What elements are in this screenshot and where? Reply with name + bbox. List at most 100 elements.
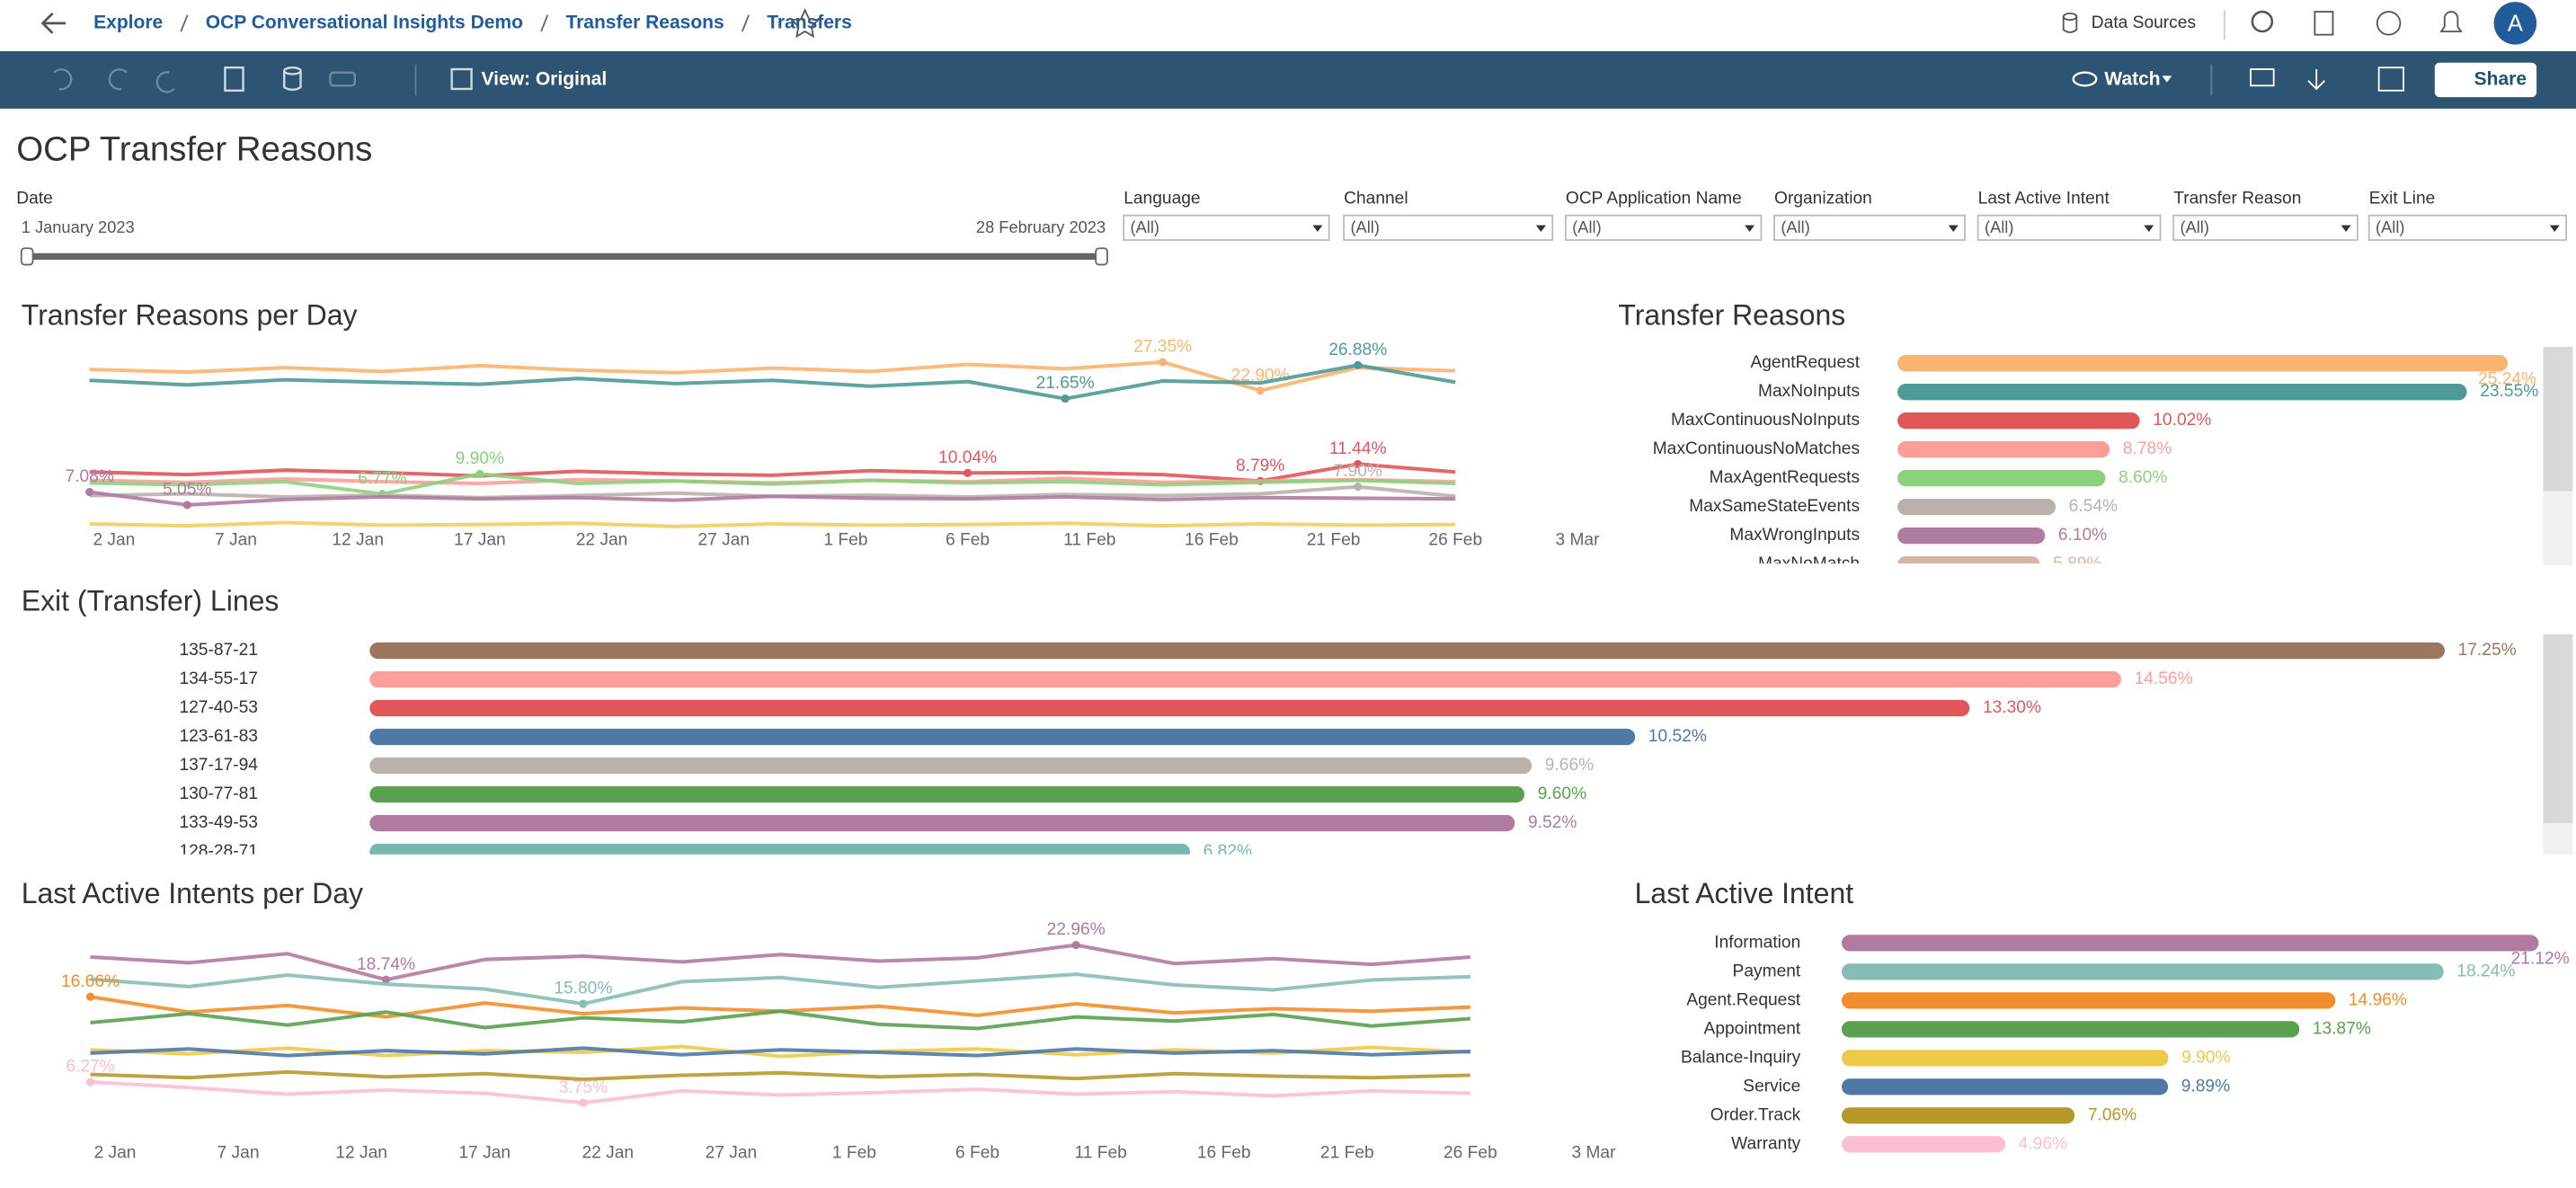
bar[interactable] xyxy=(1897,355,2509,372)
bar[interactable] xyxy=(1841,1050,2169,1067)
x-tick-label: 22 Jan xyxy=(582,1143,634,1162)
bar[interactable] xyxy=(1841,1021,2300,1038)
data-point xyxy=(475,469,484,478)
header-bar xyxy=(0,0,2576,51)
scrollbar-thumb[interactable] xyxy=(2543,634,2573,823)
chart-title: Transfer Reasons xyxy=(1618,298,1845,331)
bar[interactable] xyxy=(1897,527,2046,545)
filter-dropdown[interactable] xyxy=(1343,214,1554,242)
fullscreen-icon[interactable] xyxy=(2377,66,2404,92)
data-label: 21.12% xyxy=(2511,950,2570,969)
charts: Transfer Reasons per Day 2 Jan 7 Jan 12 Jan… xyxy=(22,298,2570,1162)
data-label: 6.10% xyxy=(2058,526,2107,545)
x-tick-label: 17 Jan xyxy=(458,1143,511,1162)
filter-value: (All) xyxy=(1781,217,1809,236)
comments-icon[interactable] xyxy=(2250,68,2275,87)
data-label: 6.82% xyxy=(1204,842,1252,861)
favorite-star[interactable] xyxy=(789,8,821,39)
scrollbar-thumb[interactable] xyxy=(2543,346,2573,492)
bar[interactable] xyxy=(369,728,1636,746)
bar[interactable] xyxy=(1841,1078,2169,1095)
bar-panel: AgentRequest 25.24% MaxNoInputs 23.55% MaxCo… xyxy=(1653,353,2538,572)
data-point xyxy=(85,1077,95,1086)
view-button[interactable]: View: Original xyxy=(482,68,608,89)
data-point xyxy=(85,487,94,497)
filter-dropdown[interactable] xyxy=(2172,214,2358,242)
bar[interactable] xyxy=(1841,1136,2006,1153)
data-label: 18.24% xyxy=(2456,962,2515,980)
bar[interactable] xyxy=(369,757,1532,775)
bar[interactable] xyxy=(369,670,2121,688)
dropdown-caret xyxy=(2549,225,2560,232)
filter-dropdown[interactable] xyxy=(1773,214,1966,242)
filter-dropdown[interactable] xyxy=(1123,214,1330,242)
x-tick-label: 26 Feb xyxy=(1443,1143,1497,1162)
bar[interactable] xyxy=(1897,470,2106,487)
filter-dropdown[interactable] xyxy=(1564,214,1763,242)
x-tick-label: 2 Jan xyxy=(93,1143,136,1162)
watch-icon xyxy=(2072,71,2098,87)
breadcrumb[interactable]: OCP Conversational Insights Demo xyxy=(206,12,523,32)
breadcrumb[interactable]: Explore xyxy=(93,12,163,32)
bar[interactable] xyxy=(369,642,2445,660)
view-icon xyxy=(450,67,473,91)
series-line xyxy=(89,520,1456,528)
share-button[interactable] xyxy=(2434,62,2537,98)
filter-label: Exit Line xyxy=(2369,189,2436,208)
x-tick-label: 16 Feb xyxy=(1197,1143,1251,1162)
data-label: 22.96% xyxy=(1047,920,1106,939)
category-label: Agent.Request xyxy=(1686,990,1801,1009)
bar[interactable] xyxy=(369,699,1970,717)
series-line xyxy=(89,490,1456,507)
data-label: 8.79% xyxy=(1236,457,1284,475)
bar[interactable] xyxy=(1841,935,2539,952)
data-label: 8.60% xyxy=(2119,468,2167,487)
bar[interactable] xyxy=(369,814,1515,832)
data-point xyxy=(1354,483,1363,492)
bar[interactable] xyxy=(1897,555,2040,572)
series-line xyxy=(90,1080,1470,1105)
collections-icon[interactable] xyxy=(2314,11,2334,36)
series-line xyxy=(90,972,1470,1006)
data-label: 10.52% xyxy=(1648,727,1707,746)
x-tick-label: 11 Feb xyxy=(1063,531,1115,550)
download-icon[interactable] xyxy=(2307,69,2325,91)
refresh-icon[interactable] xyxy=(224,66,244,92)
filter-dropdown[interactable] xyxy=(1976,214,2162,242)
bar[interactable] xyxy=(1841,1107,2075,1124)
search-icon[interactable] xyxy=(2251,10,2274,33)
bar[interactable] xyxy=(369,785,1525,803)
breadcrumb[interactable]: Transfer Reasons xyxy=(565,12,724,32)
data-sources[interactable]: Data Sources xyxy=(2092,13,2196,32)
data-point xyxy=(1159,358,1168,367)
data-label: 14.56% xyxy=(2135,669,2193,688)
data-label: 6.77% xyxy=(358,469,406,488)
filter-value: (All) xyxy=(1350,217,1379,236)
x-tick-label: 17 Jan xyxy=(454,531,506,550)
filter-label: OCP Application Name xyxy=(1566,189,1742,208)
x-tick-label: 22 Jan xyxy=(576,531,628,550)
date-end: 28 February 2023 xyxy=(976,217,1106,236)
bar[interactable] xyxy=(1897,498,2056,516)
date-slider-handle[interactable] xyxy=(1095,247,1108,266)
bar[interactable] xyxy=(1897,384,2467,401)
category-label: 128-28-71 xyxy=(179,842,257,861)
category-label: AgentRequest xyxy=(1750,353,1860,372)
bar[interactable] xyxy=(1897,412,2140,430)
x-tick-label: 27 Jan xyxy=(706,1143,758,1162)
bar[interactable] xyxy=(1897,441,2110,458)
bar[interactable] xyxy=(369,843,1191,860)
notifications-icon[interactable] xyxy=(2439,11,2463,32)
watch-button[interactable]: Watch xyxy=(2104,68,2160,89)
bar[interactable] xyxy=(1841,992,2336,1009)
back-button[interactable] xyxy=(40,12,67,34)
breadcrumbs: Explore OCP Conversational Insights Demo T… xyxy=(93,12,852,32)
data-label: 26.88% xyxy=(1328,341,1387,359)
bar[interactable] xyxy=(1841,963,2444,980)
dropdown-caret xyxy=(2144,225,2154,232)
help-icon[interactable] xyxy=(2376,11,2402,36)
date-slider-handle[interactable] xyxy=(20,247,34,266)
avatar[interactable] xyxy=(2493,2,2537,45)
category-label: MaxWrongInputs xyxy=(1729,526,1860,545)
filter-dropdown[interactable] xyxy=(2367,214,2567,242)
